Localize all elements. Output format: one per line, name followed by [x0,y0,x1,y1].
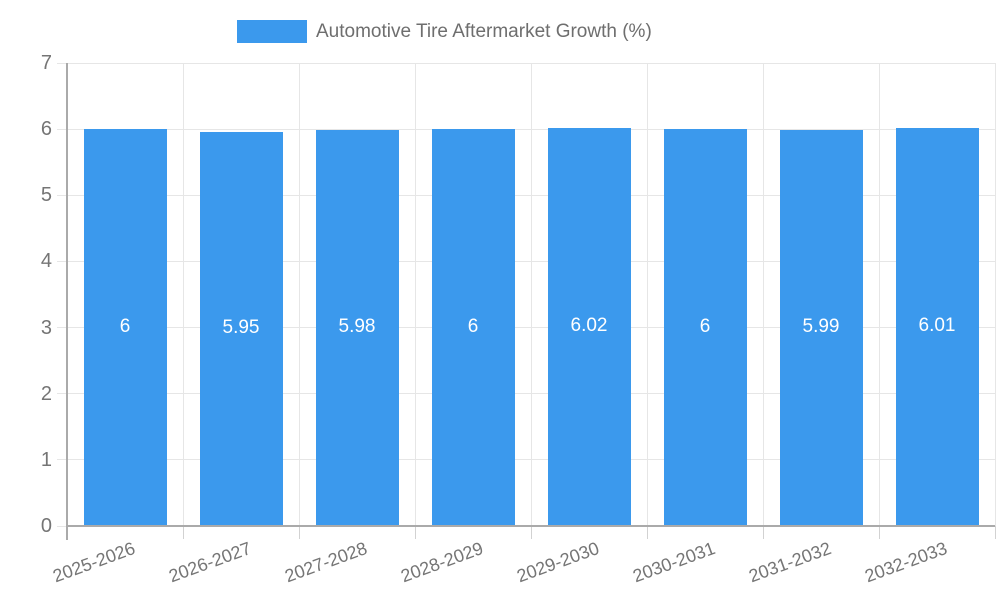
y-gridline [57,260,995,262]
y-axis-tick-label: 6 [40,118,52,141]
x-axis-tick [414,526,416,539]
x-axis-tick [762,526,764,539]
y-axis-tick-label: 5 [40,184,52,207]
bar [547,127,631,526]
x-gridline [878,63,880,526]
bar-value-label: 6.02 [570,314,608,336]
legend-label: Automotive Tire Aftermarket Growth (%) [316,20,652,42]
x-axis-tick [298,526,300,539]
y-gridline [57,128,995,130]
y-gridline [57,62,995,64]
bar-value-label: 5.98 [338,316,376,338]
y-axis-line [66,63,68,540]
x-gridline [994,63,996,526]
x-gridline [530,63,532,526]
legend-item[interactable]: Automotive Tire Aftermarket Growth (%) [237,20,652,43]
x-axis-tick [994,526,996,539]
x-axis-tick [182,526,184,539]
bar-value-label: 5.99 [802,315,840,337]
bar [315,130,399,526]
y-axis-tick-label: 3 [40,316,52,339]
x-gridline [762,63,764,526]
bar [779,129,863,526]
y-axis-tick-label: 7 [40,52,52,74]
x-axis-tick [530,526,532,539]
bar [431,129,515,526]
x-gridline [414,63,416,526]
bar-value-label: 5.95 [222,317,260,339]
legend-swatch [237,20,307,43]
y-axis-tick [57,525,67,527]
x-gridline [646,63,648,526]
x-axis-line [66,525,995,527]
x-axis-tick [646,526,648,539]
bar [83,129,167,526]
bar-value-label: 6 [467,315,479,337]
y-axis-tick-label: 0 [40,515,52,537]
y-axis-tick-label: 1 [40,448,52,471]
y-gridline [57,459,995,461]
bar-value-label: 6.01 [918,315,956,337]
x-axis-tick [878,526,880,539]
y-axis-tick-label: 2 [40,382,52,405]
bar [663,129,747,526]
bar-value-label: 6 [119,315,131,337]
bar [199,132,283,526]
bar-value-label: 6 [699,315,711,337]
y-gridline [57,194,995,196]
y-gridline [57,393,995,395]
x-gridline [182,63,184,526]
bar [895,128,979,526]
y-gridline [57,327,995,329]
y-axis-tick-label: 4 [40,250,52,273]
x-gridline [298,63,300,526]
